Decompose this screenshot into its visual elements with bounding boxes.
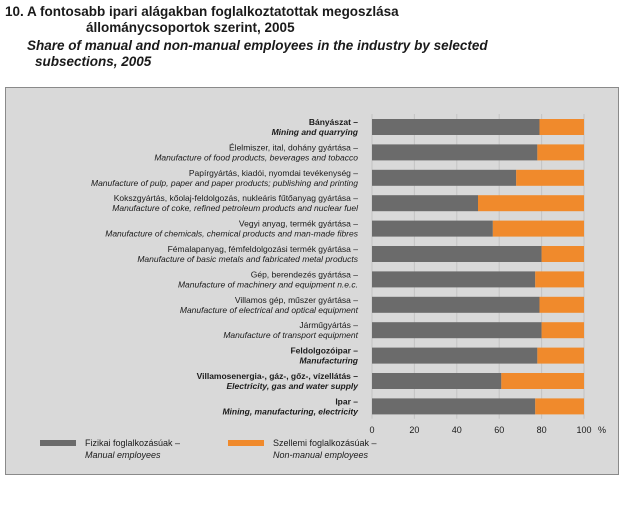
bar-non-manual xyxy=(539,119,584,135)
bar-manual xyxy=(372,373,502,389)
category-label-hu: Ipar – xyxy=(335,396,358,406)
category-label-hu: Vegyi anyag, termék gyártása – xyxy=(239,219,358,229)
x-tick-label: 0 xyxy=(369,425,374,435)
x-tick-label: 60 xyxy=(494,425,504,435)
bar-non-manual xyxy=(535,271,584,288)
bar-manual xyxy=(372,398,536,415)
category-label-en: Manufacture of food products, beverages … xyxy=(154,152,358,162)
bar-manual xyxy=(372,271,536,288)
title-hu-line1: 10. A fontosabb ipari alágakban foglalko… xyxy=(5,4,399,19)
legend-label-non-manual-en: Non-manual employees xyxy=(273,450,369,460)
category-label-hu: Gép, berendezés gyártása – xyxy=(251,269,359,279)
bar-non-manual xyxy=(537,347,584,364)
category-label-hu: Papírgyártás, kiadói, nyomdai tevékenysé… xyxy=(189,168,358,178)
title-en-line1: Share of manual and non-manual employees… xyxy=(27,38,488,53)
category-label-en: Mining, manufacturing, electricity xyxy=(222,406,359,416)
legend-label-manual-en: Manual employees xyxy=(85,450,161,460)
category-label-en: Manufacture of coke, refined petroleum p… xyxy=(112,203,359,213)
legend-swatch-non-manual xyxy=(228,440,264,446)
bar-non-manual xyxy=(541,246,584,262)
bar-manual xyxy=(372,195,478,212)
bar-manual xyxy=(372,322,542,339)
bar-non-manual xyxy=(478,195,584,212)
title-en-line2: subsections, 2005 xyxy=(35,54,152,69)
category-label-hu: Feldolgozóipar – xyxy=(290,346,358,356)
bar-non-manual xyxy=(541,322,584,339)
category-label-en: Electricity, gas and water supply xyxy=(227,381,360,391)
category-label-en: Manufacture of machinery and equipment n… xyxy=(178,279,358,289)
category-label-en: Manufacture of chemicals, chemical produ… xyxy=(105,229,359,239)
x-axis-unit: % xyxy=(598,425,606,435)
chart-title-english: Share of manual and non-manual employees… xyxy=(27,38,488,70)
bar-manual xyxy=(372,347,538,364)
bar-non-manual xyxy=(516,169,584,186)
category-label-en: Mining and quarrying xyxy=(272,127,359,137)
bar-non-manual xyxy=(539,296,584,313)
legend-label-non-manual-hu: Szellemi foglalkozásúak – xyxy=(273,438,377,448)
bar-manual xyxy=(372,246,542,262)
category-label-hu: Fémalapanyag, fémfeldolgozási termék gyá… xyxy=(168,244,359,254)
legend-swatch-manual xyxy=(40,440,76,446)
category-label-en: Manufacture of pulp, paper and paper pro… xyxy=(91,178,358,188)
bar-manual xyxy=(372,144,538,161)
bar-manual xyxy=(372,119,540,135)
category-label-en: Manufacture of basic metals and fabricat… xyxy=(137,254,358,264)
category-label-en: Manufacture of transport equipment xyxy=(223,330,358,340)
bar-non-manual xyxy=(492,220,584,237)
chart-title-hungarian: 10. A fontosabb ipari alágakban foglalko… xyxy=(5,4,399,36)
bar-manual xyxy=(372,220,493,237)
category-label-en: Manufacturing xyxy=(299,356,358,366)
bar-non-manual xyxy=(535,398,584,415)
category-label-hu: Járműgyártás – xyxy=(299,320,358,330)
bar-manual xyxy=(372,296,540,313)
x-tick-label: 80 xyxy=(537,425,547,435)
x-tick-label: 100 xyxy=(576,425,591,435)
bar-non-manual xyxy=(537,144,584,161)
x-tick-label: 20 xyxy=(409,425,419,435)
category-label-hu: Élelmiszer, ital, dohány gyártása – xyxy=(229,142,358,152)
x-tick-label: 40 xyxy=(452,425,462,435)
bar-manual xyxy=(372,169,517,186)
category-label-en: Manufacture of electrical and optical eq… xyxy=(180,305,359,315)
title-hu-line2: állománycsoportok szerint, 2005 xyxy=(86,20,295,35)
category-label-hu: Bányászat – xyxy=(309,117,358,127)
category-label-hu: Kokszgyártás, kőolaj-feldolgozás, nukleá… xyxy=(114,193,359,203)
bar-non-manual xyxy=(501,373,584,389)
legend-label-manual-hu: Fizikai foglalkozásúak – xyxy=(85,438,180,448)
category-label-hu: Villamos gép, műszer gyártása – xyxy=(235,295,358,305)
category-label-hu: Villamosenergia-, gáz-, gőz-, vízellátás… xyxy=(197,371,359,381)
